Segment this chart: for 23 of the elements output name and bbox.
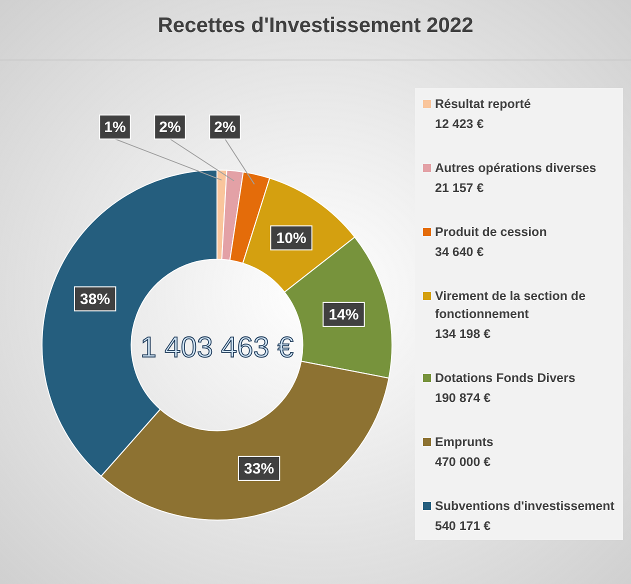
legend-label: Virement de la section de fonctionnement bbox=[435, 289, 586, 321]
legend-label: Autres opérations diverses bbox=[435, 161, 596, 175]
legend-label: Subventions d'investissement bbox=[435, 499, 616, 513]
chart-title: Recettes d'Investissement 2022 bbox=[158, 14, 474, 37]
data-label: 14% bbox=[328, 306, 359, 324]
text: 34 640 € bbox=[435, 245, 484, 259]
data-label: 2% bbox=[214, 119, 236, 136]
legend-label: Produit de cession bbox=[435, 225, 547, 239]
text: 21 157 € bbox=[435, 181, 484, 195]
data-label: 1% bbox=[104, 119, 126, 136]
text: 190 874 € bbox=[435, 391, 491, 405]
legend-label: Résultat reporté bbox=[435, 97, 531, 111]
data-label: 33% bbox=[244, 460, 274, 478]
text: 134 198 € bbox=[435, 327, 491, 341]
legend-label: Dotations Fonds Divers bbox=[435, 371, 576, 385]
text: 12 423 € bbox=[435, 117, 484, 131]
text: 1 403 463 € bbox=[140, 332, 294, 364]
text: 470 000 € bbox=[435, 455, 491, 469]
data-label: 10% bbox=[276, 230, 306, 247]
data-label: 38% bbox=[80, 290, 110, 308]
legend-label: Emprunts bbox=[435, 435, 494, 449]
data-label: 2% bbox=[159, 119, 181, 136]
text: 540 171 € bbox=[435, 519, 491, 533]
